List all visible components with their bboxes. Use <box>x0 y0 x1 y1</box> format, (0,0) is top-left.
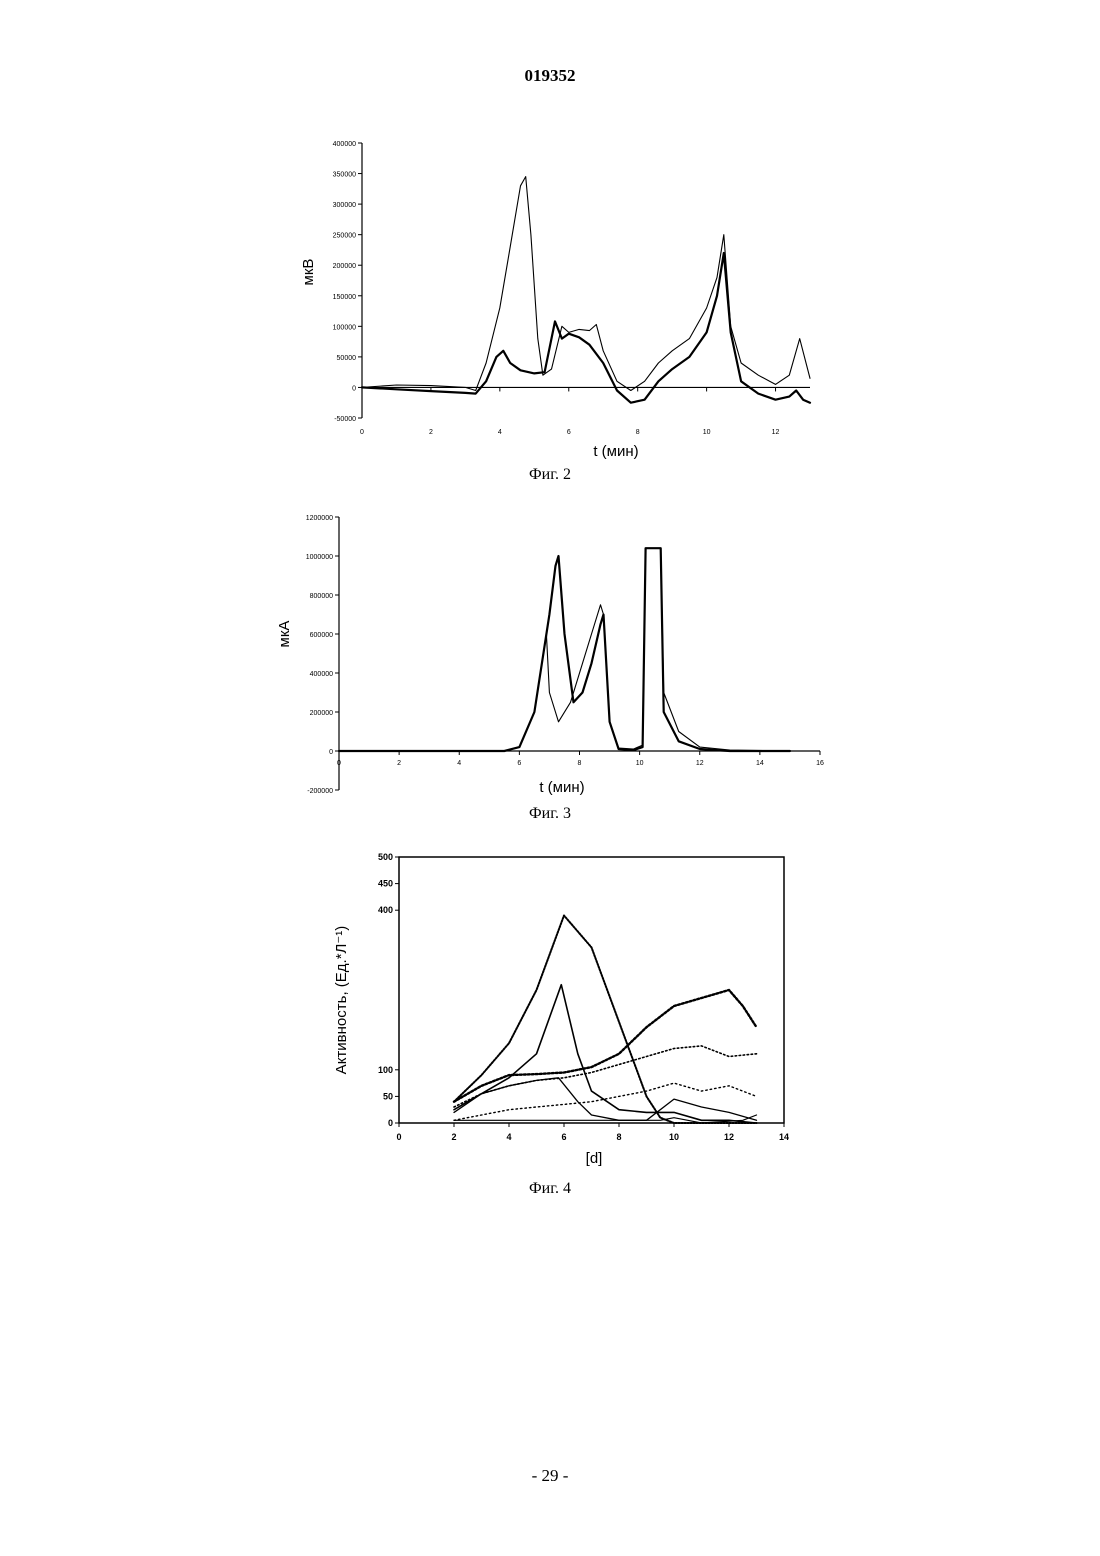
x-tick-label: 14 <box>756 760 764 767</box>
x-axis-label: t (мин) <box>593 443 638 460</box>
y-tick-label: 0 <box>352 385 356 392</box>
series-line-1 <box>362 253 810 403</box>
figures-canvas: -500000500001000001500002000002500003000… <box>0 0 1100 1556</box>
y-tick-label: 400 <box>378 905 393 915</box>
x-axis-label: [d] <box>586 1150 603 1167</box>
x-tick-label: 6 <box>517 760 521 767</box>
x-tick-label: 12 <box>724 1132 734 1142</box>
x-tick-label: 4 <box>457 760 461 767</box>
figure-2-chart: -50000 0 50000 100000 150000 200000 250000 3000… <box>300 141 810 483</box>
x-tick-label: 10 <box>669 1132 679 1142</box>
x-tick-label: 4 <box>506 1132 511 1142</box>
x-tick-label: 6 <box>561 1132 566 1142</box>
y-tick-label: 400000 <box>333 141 356 148</box>
x-tick-label: 0 <box>360 429 364 436</box>
y-axis-label: мкА <box>276 621 293 648</box>
x-tick-label: 8 <box>578 760 582 767</box>
page-number: - 29 - <box>0 1466 1100 1486</box>
x-tick-label: 2 <box>429 429 433 436</box>
y-tick-label: 300000 <box>333 202 356 209</box>
y-tick-label: 0 <box>329 749 333 756</box>
x-tick-label: 2 <box>397 760 401 767</box>
y-tick-label: -50000 <box>334 416 356 423</box>
figure-caption: Фиг. 4 <box>529 1180 571 1197</box>
y-axis-label: Активность, (Ед.*Л⁻¹) <box>333 926 350 1075</box>
x-tick-label: 12 <box>696 760 704 767</box>
y-tick-label: 0 <box>388 1118 393 1128</box>
y-tick-label: 450 <box>378 879 393 889</box>
series-line-4 <box>454 1115 757 1123</box>
x-tick-label: 0 <box>396 1132 401 1142</box>
y-tick-label: 500 <box>378 852 393 862</box>
x-tick-label: 6 <box>567 429 571 436</box>
figure-4-chart: 0 50 100 400 450 500 0 2 4 6 8 10 12 14 [d] Активность,… <box>333 852 789 1197</box>
y-tick-label: 100000 <box>333 324 356 331</box>
series-line-2 <box>362 177 810 391</box>
series-line-1 <box>454 916 757 1124</box>
y-tick-label: 1200000 <box>306 515 333 522</box>
y-tick-label: 100 <box>378 1065 393 1075</box>
x-tick-label: 8 <box>636 429 640 436</box>
figure-3-chart: -200000 0 200000 400000 600000 800000 1000000 1… <box>276 515 824 822</box>
x-tick-label: 4 <box>498 429 502 436</box>
figure-caption: Фиг. 2 <box>529 466 571 483</box>
series-line-2 <box>339 548 790 751</box>
series-line-5 <box>454 990 757 1102</box>
y-tick-label: -200000 <box>307 788 333 795</box>
x-axis-label: t (мин) <box>539 779 584 796</box>
figure-caption: Фиг. 3 <box>529 805 571 822</box>
x-tick-label: 0 <box>337 760 341 767</box>
y-tick-label: 250000 <box>333 233 356 240</box>
x-tick-label: 8 <box>616 1132 621 1142</box>
x-tick-label: 10 <box>636 760 644 767</box>
y-tick-label: 800000 <box>310 593 333 600</box>
x-tick-label: 14 <box>779 1132 789 1142</box>
y-tick-label: 150000 <box>333 294 356 301</box>
x-tick-label: 10 <box>703 429 711 436</box>
y-tick-label: 200000 <box>310 710 333 717</box>
y-tick-label: 1000000 <box>306 554 333 561</box>
y-tick-label: 350000 <box>333 172 356 179</box>
y-tick-label: 50 <box>383 1091 393 1101</box>
x-tick-label: 16 <box>816 760 824 767</box>
y-tick-label: 400000 <box>310 671 333 678</box>
x-tick-label: 12 <box>772 429 780 436</box>
y-tick-label: 600000 <box>310 632 333 639</box>
x-tick-label: 2 <box>451 1132 456 1142</box>
y-tick-label: 200000 <box>333 263 356 270</box>
series-line-1 <box>339 548 790 751</box>
y-axis-label: мкВ <box>300 259 317 286</box>
y-tick-label: 50000 <box>337 355 357 362</box>
